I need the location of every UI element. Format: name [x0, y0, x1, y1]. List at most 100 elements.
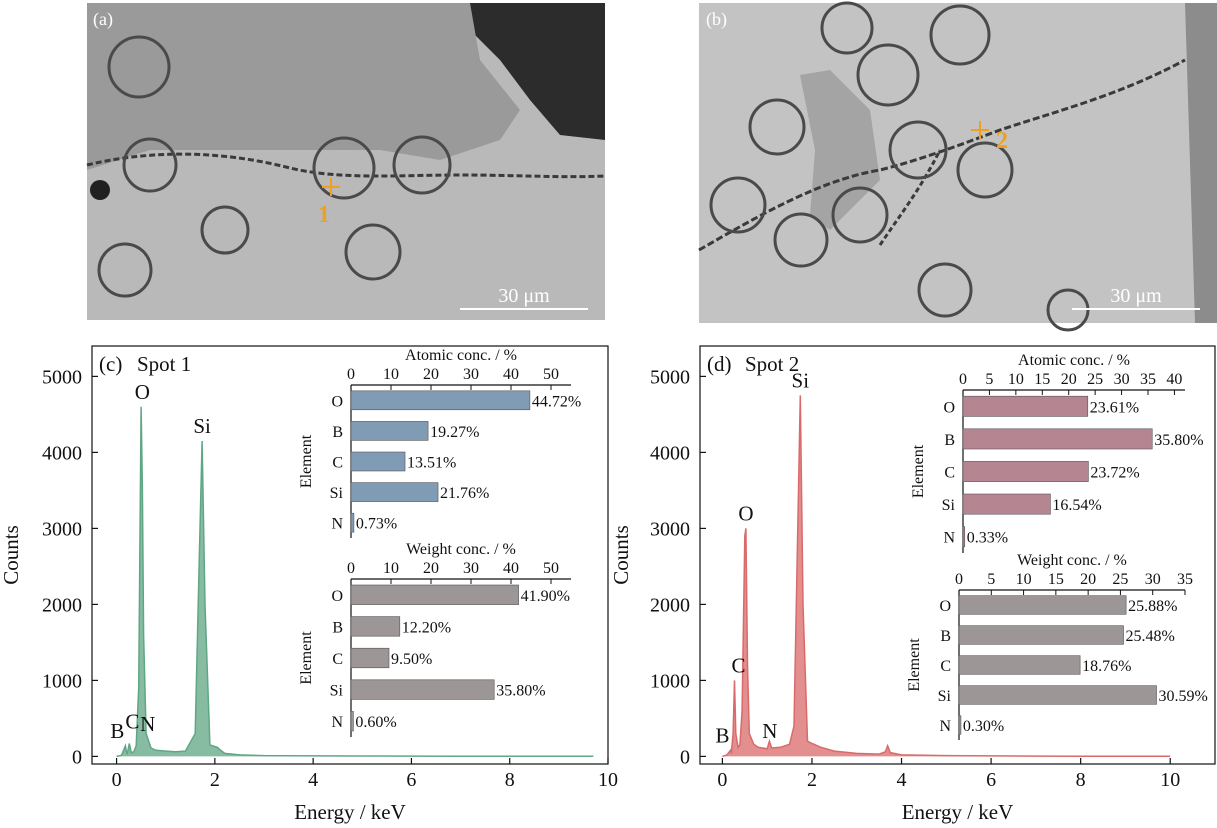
spot-label-2: 2: [996, 128, 1008, 154]
bar-value-label: 13.51%: [407, 455, 456, 472]
x-tick-label: 8: [505, 769, 515, 791]
spectrum-line: [116, 406, 594, 758]
bar-b: [962, 428, 1153, 450]
spot-marker-2: [971, 121, 989, 139]
category-label: Si: [942, 497, 956, 514]
bar-value-label: 35.80%: [1154, 432, 1203, 449]
y-tick-label: 2000: [42, 594, 82, 616]
panel-label: (d): [707, 352, 732, 376]
y-tick-label: 0: [72, 746, 82, 768]
x-axis-label: Energy / keV: [294, 800, 406, 824]
peak-label-si: Si: [792, 368, 810, 392]
inset-tick-label: 15: [1034, 371, 1050, 388]
inset-tick-label: 30: [1145, 571, 1161, 588]
category-label: Si: [330, 485, 344, 502]
x-tick-label: 10: [598, 769, 618, 791]
bar-c: [958, 655, 1081, 675]
sem-crack-a: [86, 152, 606, 179]
peak-label-n: N: [762, 719, 777, 743]
chart-title: Spot 1: [137, 352, 191, 376]
weight-conc-inset: 0 10 20 30 40 50 Weight conc. / % Element O 41.90…: [298, 541, 571, 737]
bar-value-label: 12.20%: [402, 619, 451, 636]
category-label: O: [331, 588, 343, 605]
sem-fibers-a: [97, 35, 452, 298]
chart-title: Spot 2: [745, 352, 799, 376]
bar-b: [958, 625, 1124, 645]
inset-tick-label: 10: [383, 366, 399, 383]
inset-tick-label: 30: [463, 366, 479, 383]
bar-value-label: 35.80%: [496, 683, 545, 700]
inset-tick-label: 25: [1087, 371, 1103, 388]
inset-tick-label: 35: [1177, 571, 1193, 588]
category-label: N: [331, 516, 343, 533]
category-label: C: [332, 455, 343, 472]
category-label: C: [944, 465, 955, 482]
bar-value-label: 30.59%: [1159, 688, 1208, 705]
bar-value-label: 0.33%: [967, 530, 1008, 547]
inset-tick-label: 50: [543, 560, 559, 577]
inset-tick-label: 40: [1166, 371, 1182, 388]
inset-tick-label: 20: [1080, 571, 1096, 588]
category-label: Si: [330, 683, 344, 700]
inset-tick-label: 15: [1048, 571, 1064, 588]
plot-frame: [699, 345, 1216, 765]
inset-axis-title: Atomic conc. / %: [405, 347, 517, 364]
category-label: B: [944, 432, 955, 449]
inset-tick-label: 20: [423, 366, 439, 383]
inset-tick-label: 40: [503, 366, 519, 383]
peak-label-b: B: [110, 719, 124, 743]
inset-tick-label: 0: [347, 366, 355, 383]
category-label: N: [943, 530, 955, 547]
bar-value-label: 44.72%: [532, 393, 581, 410]
bar-value-label: 23.72%: [1090, 465, 1139, 482]
peak-label-c: C: [125, 709, 139, 733]
inset-element-label: Element: [906, 638, 923, 692]
sem-label-a: (a): [93, 9, 113, 30]
x-tick-label: 8: [1076, 769, 1086, 791]
inset-tick-label: 40: [503, 560, 519, 577]
inset-tick-label: 35: [1140, 371, 1156, 388]
panel-label: (c): [99, 352, 122, 376]
peak-label-n: N: [140, 712, 155, 736]
inset-axis-title: Weight conc. / %: [1017, 552, 1127, 569]
category-label: C: [940, 658, 951, 675]
y-tick-label: 2000: [650, 594, 690, 616]
bar-o: [962, 395, 1089, 417]
category-label: O: [331, 393, 343, 410]
category-label: Si: [938, 688, 952, 705]
inset-tick-label: 5: [985, 371, 993, 388]
inset-tick-label: 30: [1114, 371, 1130, 388]
bar-value-label: 23.61%: [1090, 399, 1139, 416]
bar-c: [350, 451, 406, 472]
bar-value-label: 21.76%: [440, 485, 489, 502]
category-label: N: [939, 718, 951, 735]
bar-value-label: 0.73%: [356, 516, 397, 533]
y-tick-label: 1000: [650, 670, 690, 692]
category-label: B: [332, 619, 343, 636]
sem-crack-b: [698, 58, 1186, 252]
inset-tick-label: 0: [347, 560, 355, 577]
category-label: C: [332, 651, 343, 668]
bar-b: [350, 616, 401, 637]
x-axis-label: Energy / keV: [902, 800, 1014, 824]
bar-n: [962, 526, 966, 548]
y-tick-label: 1000: [42, 670, 82, 692]
bar-value-label: 25.88%: [1128, 598, 1177, 615]
peak-label-o: O: [738, 501, 753, 525]
inset-element-label: Element: [298, 631, 315, 685]
bar-n: [350, 512, 355, 533]
category-label: N: [331, 714, 343, 731]
x-tick-label: 4: [897, 769, 907, 791]
bar-o: [350, 584, 519, 605]
bar-si: [958, 685, 1157, 705]
bar-si: [350, 482, 439, 502]
bar-si: [350, 679, 495, 700]
bar-value-label: 25.48%: [1126, 628, 1175, 645]
inset-axis-title: Atomic conc. / %: [1018, 352, 1130, 369]
x-tick-label: 0: [112, 769, 122, 791]
peak-label-c: C: [731, 653, 745, 677]
y-tick-label: 0: [680, 746, 690, 768]
inset-tick-label: 0: [959, 371, 967, 388]
